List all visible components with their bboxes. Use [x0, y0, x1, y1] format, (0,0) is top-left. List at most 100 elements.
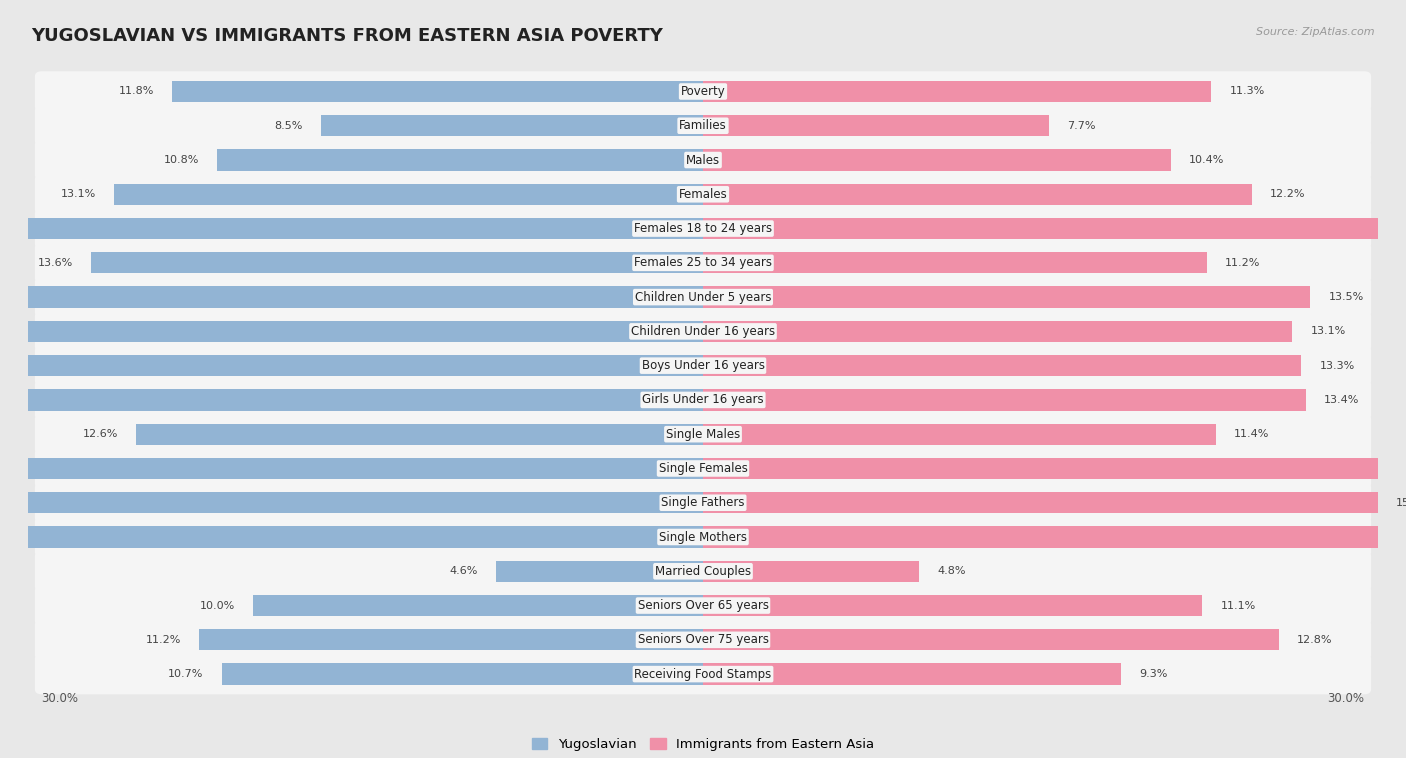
FancyBboxPatch shape — [35, 551, 1371, 591]
Text: Seniors Over 65 years: Seniors Over 65 years — [637, 599, 769, 612]
Text: Children Under 16 years: Children Under 16 years — [631, 325, 775, 338]
Bar — [703, 252, 1206, 274]
Text: Single Mothers: Single Mothers — [659, 531, 747, 543]
Text: Single Fathers: Single Fathers — [661, 496, 745, 509]
Bar — [0, 218, 703, 240]
Bar — [703, 424, 1216, 445]
Text: 7.7%: 7.7% — [1067, 121, 1095, 131]
Text: 13.4%: 13.4% — [1324, 395, 1360, 405]
Text: 30.0%: 30.0% — [42, 692, 79, 705]
Text: Seniors Over 75 years: Seniors Over 75 years — [637, 634, 769, 647]
Text: 10.7%: 10.7% — [169, 669, 204, 679]
Bar — [703, 561, 920, 582]
Bar — [703, 629, 1279, 650]
Bar — [703, 81, 1212, 102]
Text: 12.2%: 12.2% — [1270, 190, 1305, 199]
Text: 11.4%: 11.4% — [1234, 429, 1270, 439]
FancyBboxPatch shape — [35, 139, 1371, 180]
Text: YUGOSLAVIAN VS IMMIGRANTS FROM EASTERN ASIA POVERTY: YUGOSLAVIAN VS IMMIGRANTS FROM EASTERN A… — [31, 27, 662, 45]
FancyBboxPatch shape — [35, 312, 1371, 352]
Text: 11.3%: 11.3% — [1229, 86, 1264, 96]
Text: Males: Males — [686, 154, 720, 167]
Text: Single Males: Single Males — [666, 428, 740, 440]
Text: Females 25 to 34 years: Females 25 to 34 years — [634, 256, 772, 269]
FancyBboxPatch shape — [35, 414, 1371, 454]
Text: 30.0%: 30.0% — [1327, 692, 1364, 705]
Bar — [0, 492, 703, 513]
Text: 11.2%: 11.2% — [146, 634, 181, 645]
Bar — [703, 595, 1202, 616]
Bar — [703, 115, 1049, 136]
Bar — [703, 663, 1122, 684]
Text: 13.5%: 13.5% — [1329, 292, 1364, 302]
Text: Families: Families — [679, 119, 727, 132]
FancyBboxPatch shape — [35, 483, 1371, 523]
Text: 10.0%: 10.0% — [200, 600, 235, 610]
FancyBboxPatch shape — [35, 208, 1371, 249]
Bar — [703, 355, 1302, 376]
Text: 11.2%: 11.2% — [1225, 258, 1260, 268]
Text: Single Females: Single Females — [658, 462, 748, 475]
FancyBboxPatch shape — [35, 174, 1371, 215]
Bar — [0, 390, 703, 411]
Text: 9.3%: 9.3% — [1139, 669, 1168, 679]
FancyBboxPatch shape — [35, 517, 1371, 557]
Bar — [703, 390, 1306, 411]
Text: Girls Under 16 years: Girls Under 16 years — [643, 393, 763, 406]
Bar — [0, 355, 703, 376]
FancyBboxPatch shape — [35, 654, 1371, 694]
Text: Females 18 to 24 years: Females 18 to 24 years — [634, 222, 772, 235]
Bar — [703, 321, 1292, 342]
Bar — [703, 458, 1406, 479]
Bar — [0, 321, 703, 342]
Legend: Yugoslavian, Immigrants from Eastern Asia: Yugoslavian, Immigrants from Eastern Asi… — [526, 733, 880, 756]
FancyBboxPatch shape — [35, 585, 1371, 626]
Bar — [0, 458, 703, 479]
Text: Poverty: Poverty — [681, 85, 725, 98]
Text: 11.1%: 11.1% — [1220, 600, 1256, 610]
Bar — [703, 149, 1171, 171]
Text: 10.8%: 10.8% — [163, 155, 200, 165]
Text: 13.6%: 13.6% — [38, 258, 73, 268]
Bar — [0, 526, 703, 547]
Text: 8.5%: 8.5% — [274, 121, 302, 131]
Text: 13.3%: 13.3% — [1319, 361, 1354, 371]
Bar — [222, 663, 703, 684]
FancyBboxPatch shape — [35, 243, 1371, 283]
Text: 13.1%: 13.1% — [60, 190, 96, 199]
Bar — [0, 287, 703, 308]
FancyBboxPatch shape — [35, 346, 1371, 386]
Bar — [703, 183, 1251, 205]
Text: 4.8%: 4.8% — [936, 566, 966, 576]
Bar — [253, 595, 703, 616]
Text: 10.4%: 10.4% — [1189, 155, 1225, 165]
FancyBboxPatch shape — [35, 277, 1371, 318]
Text: 12.8%: 12.8% — [1296, 634, 1333, 645]
Text: Source: ZipAtlas.com: Source: ZipAtlas.com — [1257, 27, 1375, 36]
Bar — [703, 526, 1406, 547]
FancyBboxPatch shape — [35, 105, 1371, 146]
FancyBboxPatch shape — [35, 71, 1371, 111]
Text: Children Under 5 years: Children Under 5 years — [634, 290, 772, 304]
Text: Married Couples: Married Couples — [655, 565, 751, 578]
FancyBboxPatch shape — [35, 380, 1371, 420]
Text: Receiving Food Stamps: Receiving Food Stamps — [634, 668, 772, 681]
FancyBboxPatch shape — [35, 448, 1371, 489]
Text: 13.1%: 13.1% — [1310, 327, 1346, 337]
Text: 4.6%: 4.6% — [450, 566, 478, 576]
Text: 12.6%: 12.6% — [83, 429, 118, 439]
Bar — [703, 218, 1406, 240]
Bar — [136, 424, 703, 445]
Text: Boys Under 16 years: Boys Under 16 years — [641, 359, 765, 372]
Bar — [91, 252, 703, 274]
Bar — [703, 287, 1310, 308]
Bar — [172, 81, 703, 102]
Bar — [217, 149, 703, 171]
Text: Females: Females — [679, 188, 727, 201]
Text: 15.0%: 15.0% — [1396, 498, 1406, 508]
Bar — [496, 561, 703, 582]
FancyBboxPatch shape — [35, 619, 1371, 660]
Bar — [114, 183, 703, 205]
Bar — [321, 115, 703, 136]
Text: 11.8%: 11.8% — [118, 86, 155, 96]
